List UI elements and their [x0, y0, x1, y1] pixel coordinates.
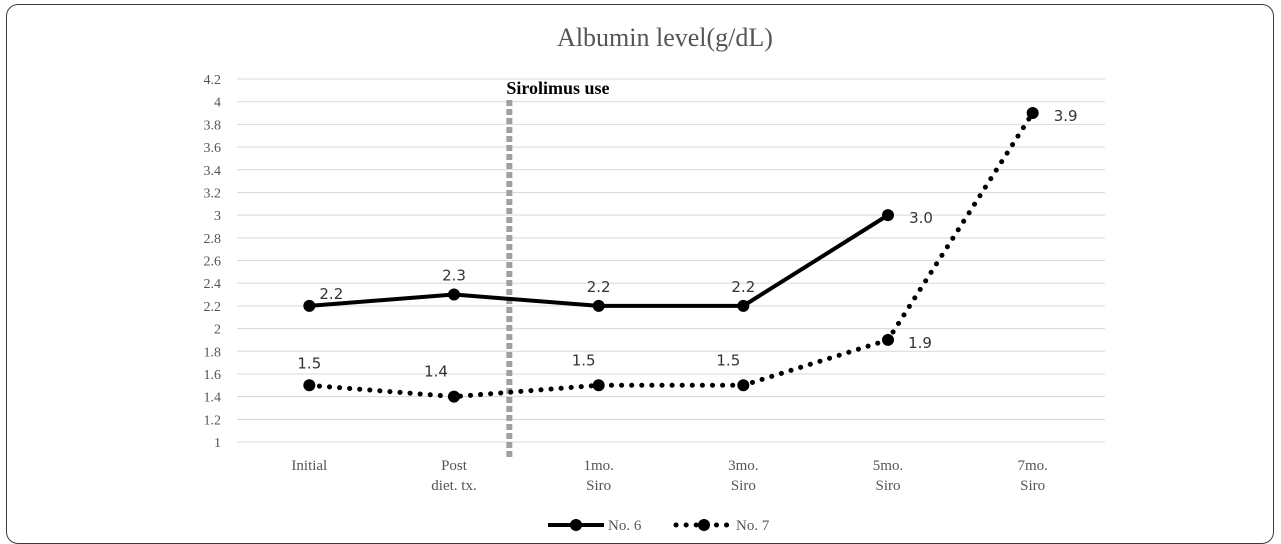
data-label: 1.5 — [572, 351, 596, 369]
y-tick-label: 2.8 — [204, 232, 222, 247]
y-tick-label: 2.4 — [204, 277, 222, 292]
x-tick-label: 3mo. — [728, 458, 758, 474]
series-line-7 — [306, 110, 1036, 400]
y-tick-label: 1.6 — [204, 368, 222, 383]
legend-label: No. 7 — [736, 518, 770, 534]
x-tick-label: 5mo. — [873, 458, 903, 474]
gridlines — [237, 78, 1105, 443]
data-point — [303, 299, 316, 312]
x-tick-label: Post — [441, 458, 468, 474]
x-tick-label: 1mo. — [583, 458, 613, 474]
x-tick-label: Siro — [731, 478, 756, 494]
sirolimus-annotation: Sirolimus use — [506, 78, 610, 458]
y-tick-label: 1.4 — [204, 391, 222, 406]
y-tick-label: 3 — [214, 209, 221, 224]
x-axis: Initial Post diet. tx. 1mo. Siro 3mo. Siro 5mo.… — [291, 458, 1047, 494]
y-tick-label: 4 — [214, 96, 221, 111]
legend: No. 6 No. 7 — [548, 518, 770, 534]
data-label: 1.9 — [908, 334, 932, 352]
data-label: 3.0 — [909, 209, 933, 227]
data-label: 1.4 — [424, 363, 448, 381]
y-axis: 1 1.2 1.4 1.6 1.8 2 2.2 2.4 2.6 2.8 3 3.2 3.4 3.6 3.8 4… — [204, 73, 222, 451]
data-point — [882, 333, 894, 346]
y-tick-label: 1.2 — [204, 413, 222, 428]
data-point — [448, 288, 460, 301]
data-point — [592, 299, 605, 312]
data-label: 2.2 — [319, 285, 343, 303]
y-tick-label: 3.6 — [204, 141, 222, 156]
data-label: 3.9 — [1054, 107, 1078, 125]
data-label: 2.2 — [587, 278, 611, 296]
x-tick-label: Siro — [875, 478, 900, 494]
data-point — [303, 379, 316, 392]
y-tick-label: 1 — [214, 436, 221, 451]
y-tick-label: 3.2 — [204, 186, 222, 201]
x-tick-label: Initial — [291, 458, 327, 474]
data-point — [592, 379, 605, 392]
x-tick-label: Siro — [586, 478, 611, 494]
data-label: 1.5 — [716, 351, 740, 369]
x-tick-label: diet. tx. — [431, 478, 476, 494]
y-tick-label: 3.8 — [204, 118, 222, 133]
data-point — [737, 299, 750, 312]
data-label: 1.5 — [297, 354, 321, 372]
y-tick-label: 4.2 — [204, 73, 222, 88]
chart-title: Albumin level(g/dL) — [557, 23, 773, 52]
data-point — [448, 390, 460, 403]
y-tick-label: 1.8 — [204, 345, 222, 360]
data-point — [882, 209, 894, 222]
x-tick-label: 7mo. — [1017, 458, 1047, 474]
y-tick-label: 2.6 — [204, 255, 222, 270]
data-point — [1026, 107, 1039, 120]
legend-marker — [570, 519, 582, 531]
data-point — [737, 379, 750, 392]
y-tick-label: 2.2 — [204, 300, 222, 315]
legend-marker — [698, 519, 710, 531]
annotation-label: Sirolimus use — [506, 78, 609, 98]
y-tick-label: 2 — [214, 323, 221, 338]
x-tick-label: Siro — [1020, 478, 1045, 494]
data-label: 2.2 — [731, 278, 755, 296]
data-label: 2.3 — [442, 267, 466, 285]
y-tick-label: 3.4 — [204, 164, 222, 179]
series-group: 2.2 2.3 2.2 2.2 3.0 1.5 1.4 1.5 1.5 1.9 3.9 — [297, 107, 1078, 403]
legend-label: No. 6 — [608, 518, 642, 534]
